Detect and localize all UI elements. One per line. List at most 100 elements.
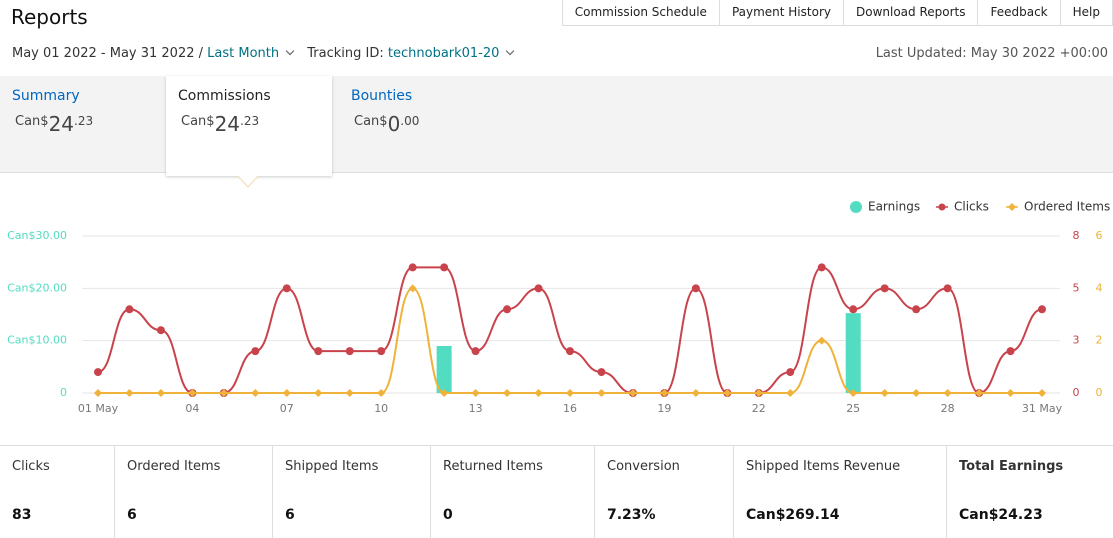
point	[156, 326, 165, 335]
currency: Can$	[15, 114, 49, 129]
point	[1006, 389, 1015, 397]
amount-fraction: .00	[400, 114, 420, 128]
y-tick-label: 0	[60, 386, 67, 399]
tab[interactable]: Summary Can$24.23	[0, 76, 166, 172]
y-tick-label: Can$20.00	[7, 281, 67, 294]
legend-swatch	[938, 203, 946, 211]
point	[314, 389, 323, 397]
nav-bar: Commission Schedule Payment History Downlo…	[561, 0, 1113, 26]
stat-value: Can$269.14	[746, 507, 840, 523]
point	[503, 389, 512, 397]
tab-label: Bounties	[351, 88, 413, 104]
point	[691, 389, 700, 397]
tab[interactable]: Commissions Can$24.23	[166, 76, 332, 176]
legend-swatch	[1008, 203, 1016, 211]
y-tick-label: Can$10.00	[7, 334, 67, 347]
point	[880, 389, 889, 397]
tab-amount: Can$24.23	[15, 112, 154, 136]
tab-label: Commissions	[178, 88, 271, 104]
point	[817, 263, 826, 272]
stats-row: Clicks 83 Ordered Items 6 Shipped Items 6 Retu…	[0, 445, 1113, 538]
point	[597, 389, 606, 397]
point	[125, 305, 134, 314]
stat-value: 83	[12, 507, 32, 523]
tab[interactable]: Bounties Can$0.00	[339, 76, 505, 172]
y-tick-label: 0	[1096, 386, 1103, 399]
point	[817, 336, 826, 345]
stat-label: Shipped Items Revenue	[746, 459, 901, 474]
point	[156, 389, 165, 397]
point	[440, 389, 449, 397]
point	[125, 389, 134, 397]
page-title: Reports	[11, 5, 88, 29]
point	[975, 389, 984, 397]
x-tick-label: 10	[374, 402, 388, 415]
stat-value: Can$24.23	[959, 507, 1043, 523]
point	[408, 284, 417, 293]
point	[943, 389, 952, 397]
point	[723, 389, 732, 397]
y-tick-label: 5	[1073, 281, 1080, 294]
legend-label: Earnings	[868, 200, 920, 214]
amount-whole: 0	[387, 112, 401, 136]
x-tick-label: 16	[563, 402, 577, 415]
y-tick-label: 0	[1073, 386, 1080, 399]
point	[219, 389, 228, 397]
point	[251, 389, 260, 397]
y-tick-label: 4	[1096, 281, 1103, 294]
period-select[interactable]: Last Month	[207, 46, 280, 61]
point	[628, 389, 637, 397]
chart: 0 Can$10.00 Can$20.00 Can$30.00 0 3 5 8 0 2 4 6 01 M…	[7, 175, 1110, 415]
point	[345, 389, 354, 397]
point	[912, 389, 921, 397]
amount-fraction: .23	[74, 114, 94, 128]
point	[408, 263, 417, 272]
point	[1006, 347, 1015, 356]
tracking-label: Tracking ID:	[307, 46, 384, 61]
stat: Returned Items 0	[431, 446, 595, 538]
stat-value: 6	[127, 507, 137, 523]
stat: Shipped Items 6	[273, 446, 431, 538]
point	[534, 389, 543, 397]
nav-button[interactable]: Help	[1059, 0, 1113, 26]
point	[471, 389, 480, 397]
point	[691, 284, 700, 293]
point	[912, 305, 921, 314]
point	[754, 389, 763, 397]
point	[786, 389, 795, 397]
stat: Clicks 83	[0, 446, 115, 538]
stat-value: 6	[285, 507, 295, 523]
point	[377, 389, 386, 397]
x-tick-label: 25	[846, 402, 860, 415]
point	[880, 284, 889, 293]
date-range: May 01 2022 - May 31 2022 /	[12, 46, 204, 61]
stat-label: Shipped Items	[285, 459, 379, 474]
point	[94, 368, 102, 377]
stat-label: Conversion	[607, 459, 680, 474]
stat: Conversion 7.23%	[595, 446, 734, 538]
point	[282, 389, 291, 397]
tracking-select[interactable]: technobark01-20	[387, 46, 500, 61]
amount-whole: 24	[48, 112, 75, 136]
amount-whole: 24	[214, 112, 241, 136]
series-line	[97, 266, 1043, 395]
point	[566, 347, 574, 356]
tabs: Summary Can$24.23 Commissions Can$24.23 Boun…	[0, 76, 1113, 176]
x-tick-label: 01 May	[78, 402, 119, 415]
point	[849, 389, 858, 397]
x-tick-label: 22	[752, 402, 766, 415]
stat-label: Returned Items	[443, 459, 543, 474]
point	[660, 389, 669, 397]
x-tick-label: 19	[657, 402, 671, 415]
tab-amount: Can$0.00	[354, 112, 493, 136]
point	[597, 368, 606, 377]
x-tick-label: 31 May	[1022, 402, 1063, 415]
series-line	[98, 287, 1042, 394]
point	[471, 347, 480, 356]
point	[94, 389, 102, 397]
point	[282, 284, 291, 293]
point	[566, 389, 574, 397]
x-tick-label: 07	[280, 402, 294, 415]
point	[188, 389, 197, 397]
